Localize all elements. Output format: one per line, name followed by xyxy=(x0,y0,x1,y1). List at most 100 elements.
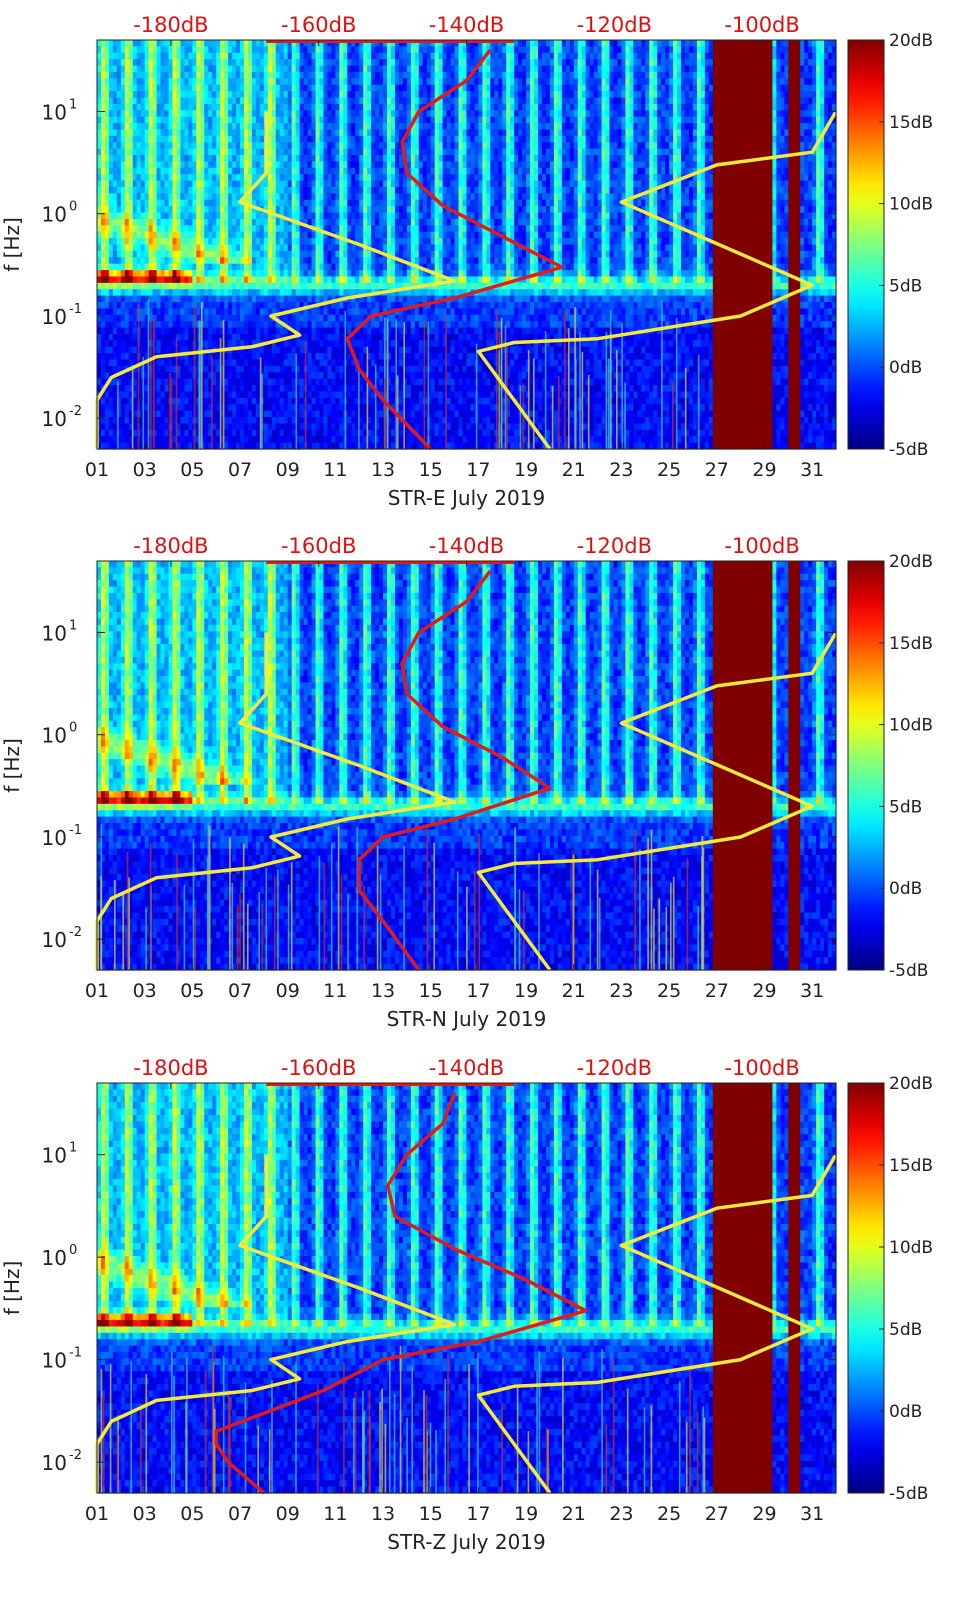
x-tick-label: 01 xyxy=(85,459,109,481)
x-tick-label: 19 xyxy=(514,1503,538,1525)
x-tick-label: 21 xyxy=(562,459,586,481)
x-axis-label: STR-Z July 2019 xyxy=(387,1530,546,1554)
y-tick-label: 10 xyxy=(42,1246,67,1270)
x-tick-label: 29 xyxy=(752,1503,776,1525)
x-tick-label: 27 xyxy=(705,459,729,481)
x-tick-label: 17 xyxy=(466,459,490,481)
spectrogram xyxy=(97,1083,837,1494)
x-tick-label: 19 xyxy=(514,459,538,481)
x-tick-label: 25 xyxy=(657,980,681,1002)
y-tick-exponent: 0 xyxy=(69,200,77,215)
x-tick-label: 15 xyxy=(419,980,443,1002)
x-tick-label: 07 xyxy=(228,980,252,1002)
colorbar-tick-label: 20dB xyxy=(889,1074,933,1094)
top-db-tick-label: -160dB xyxy=(281,534,356,558)
y-tick-label: 10 xyxy=(42,203,67,227)
x-tick-label: 11 xyxy=(323,459,347,481)
x-tick-label: 03 xyxy=(133,1503,157,1525)
x-tick-label: 31 xyxy=(800,1503,824,1525)
y-axis-label: f [Hz] xyxy=(0,738,24,793)
y-tick-label: 10 xyxy=(42,826,67,850)
x-tick-label: 25 xyxy=(657,1503,681,1525)
y-tick-exponent: 1 xyxy=(69,618,77,633)
colorbar-tick-label: 10dB xyxy=(889,1238,933,1258)
y-tick-label: 10 xyxy=(42,928,67,952)
y-tick-exponent: -1 xyxy=(69,1346,82,1361)
x-tick-label: 09 xyxy=(276,1503,300,1525)
x-tick-label: 29 xyxy=(752,459,776,481)
colorbar-tick-label: -5dB xyxy=(889,1484,928,1504)
y-tick-exponent: -2 xyxy=(69,925,82,940)
y-axis-label: f [Hz] xyxy=(0,217,24,272)
x-tick-label: 17 xyxy=(466,980,490,1002)
x-tick-label: 27 xyxy=(705,1503,729,1525)
x-axis-label: STR-N July 2019 xyxy=(387,1007,547,1031)
colorbar-tick-label: 20dB xyxy=(889,552,933,572)
colorbar xyxy=(848,561,884,970)
x-tick-label: 01 xyxy=(85,980,109,1002)
colorbar-tick-label: 10dB xyxy=(889,195,933,215)
x-tick-label: 05 xyxy=(180,459,204,481)
x-tick-label: 23 xyxy=(609,1503,633,1525)
x-tick-label: 03 xyxy=(133,980,157,1002)
x-tick-label: 13 xyxy=(371,459,395,481)
x-tick-label: 03 xyxy=(133,459,157,481)
colorbar-tick-label: 5dB xyxy=(889,276,922,296)
x-tick-label: 29 xyxy=(752,980,776,1002)
colorbar xyxy=(848,40,884,449)
x-tick-label: 27 xyxy=(705,980,729,1002)
top-db-tick-label: -120dB xyxy=(577,534,652,558)
colorbar-tick-label: 5dB xyxy=(889,1320,922,1340)
top-db-tick-label: -120dB xyxy=(577,1056,652,1080)
x-tick-label: 09 xyxy=(276,459,300,481)
top-db-tick-label: -160dB xyxy=(281,1056,356,1080)
x-tick-label: 25 xyxy=(657,459,681,481)
spectrogram xyxy=(97,40,837,450)
top-db-tick-label: -140dB xyxy=(429,534,504,558)
colorbar-tick-label: 5dB xyxy=(889,797,922,817)
y-tick-label: 10 xyxy=(42,305,67,329)
y-tick-label: 10 xyxy=(42,407,67,431)
y-tick-exponent: -2 xyxy=(69,1448,82,1463)
x-tick-label: 07 xyxy=(228,459,252,481)
colorbar-tick-label: 15dB xyxy=(889,113,933,133)
x-tick-label: 23 xyxy=(609,459,633,481)
x-tick-label: 31 xyxy=(800,459,824,481)
colorbar-tick-label: 15dB xyxy=(889,634,933,654)
top-db-tick-label: -160dB xyxy=(281,13,356,37)
x-tick-label: 13 xyxy=(371,980,395,1002)
colorbar-tick-label: 10dB xyxy=(889,716,933,736)
top-db-tick-label: -100dB xyxy=(724,534,799,558)
top-db-tick-label: -180dB xyxy=(133,534,208,558)
colorbar-tick-label: 0dB xyxy=(889,1402,922,1422)
colorbar xyxy=(848,1083,884,1493)
top-db-tick-label: -180dB xyxy=(133,13,208,37)
x-tick-label: 31 xyxy=(800,980,824,1002)
x-tick-label: 07 xyxy=(228,1503,252,1525)
x-tick-label: 15 xyxy=(419,1503,443,1525)
colorbar-tick-label: 15dB xyxy=(889,1156,933,1176)
y-tick-exponent: 0 xyxy=(69,1243,77,1258)
top-db-tick-label: -100dB xyxy=(724,13,799,37)
y-tick-label: 10 xyxy=(42,1144,67,1168)
y-tick-exponent: 0 xyxy=(69,721,77,736)
x-tick-label: 13 xyxy=(371,1503,395,1525)
x-tick-label: 23 xyxy=(609,980,633,1002)
y-tick-label: 10 xyxy=(42,1349,67,1373)
x-tick-label: 11 xyxy=(323,1503,347,1525)
top-db-tick-label: -180dB xyxy=(133,1056,208,1080)
x-tick-label: 09 xyxy=(276,980,300,1002)
colorbar-tick-label: 0dB xyxy=(889,358,922,378)
top-db-tick-label: -100dB xyxy=(724,1056,799,1080)
y-tick-label: 10 xyxy=(42,621,67,645)
x-tick-label: 05 xyxy=(180,980,204,1002)
x-tick-label: 05 xyxy=(180,1503,204,1525)
top-db-tick-label: -120dB xyxy=(577,13,652,37)
x-tick-label: 21 xyxy=(562,980,586,1002)
x-tick-label: 21 xyxy=(562,1503,586,1525)
y-axis-label: f [Hz] xyxy=(0,1261,24,1316)
